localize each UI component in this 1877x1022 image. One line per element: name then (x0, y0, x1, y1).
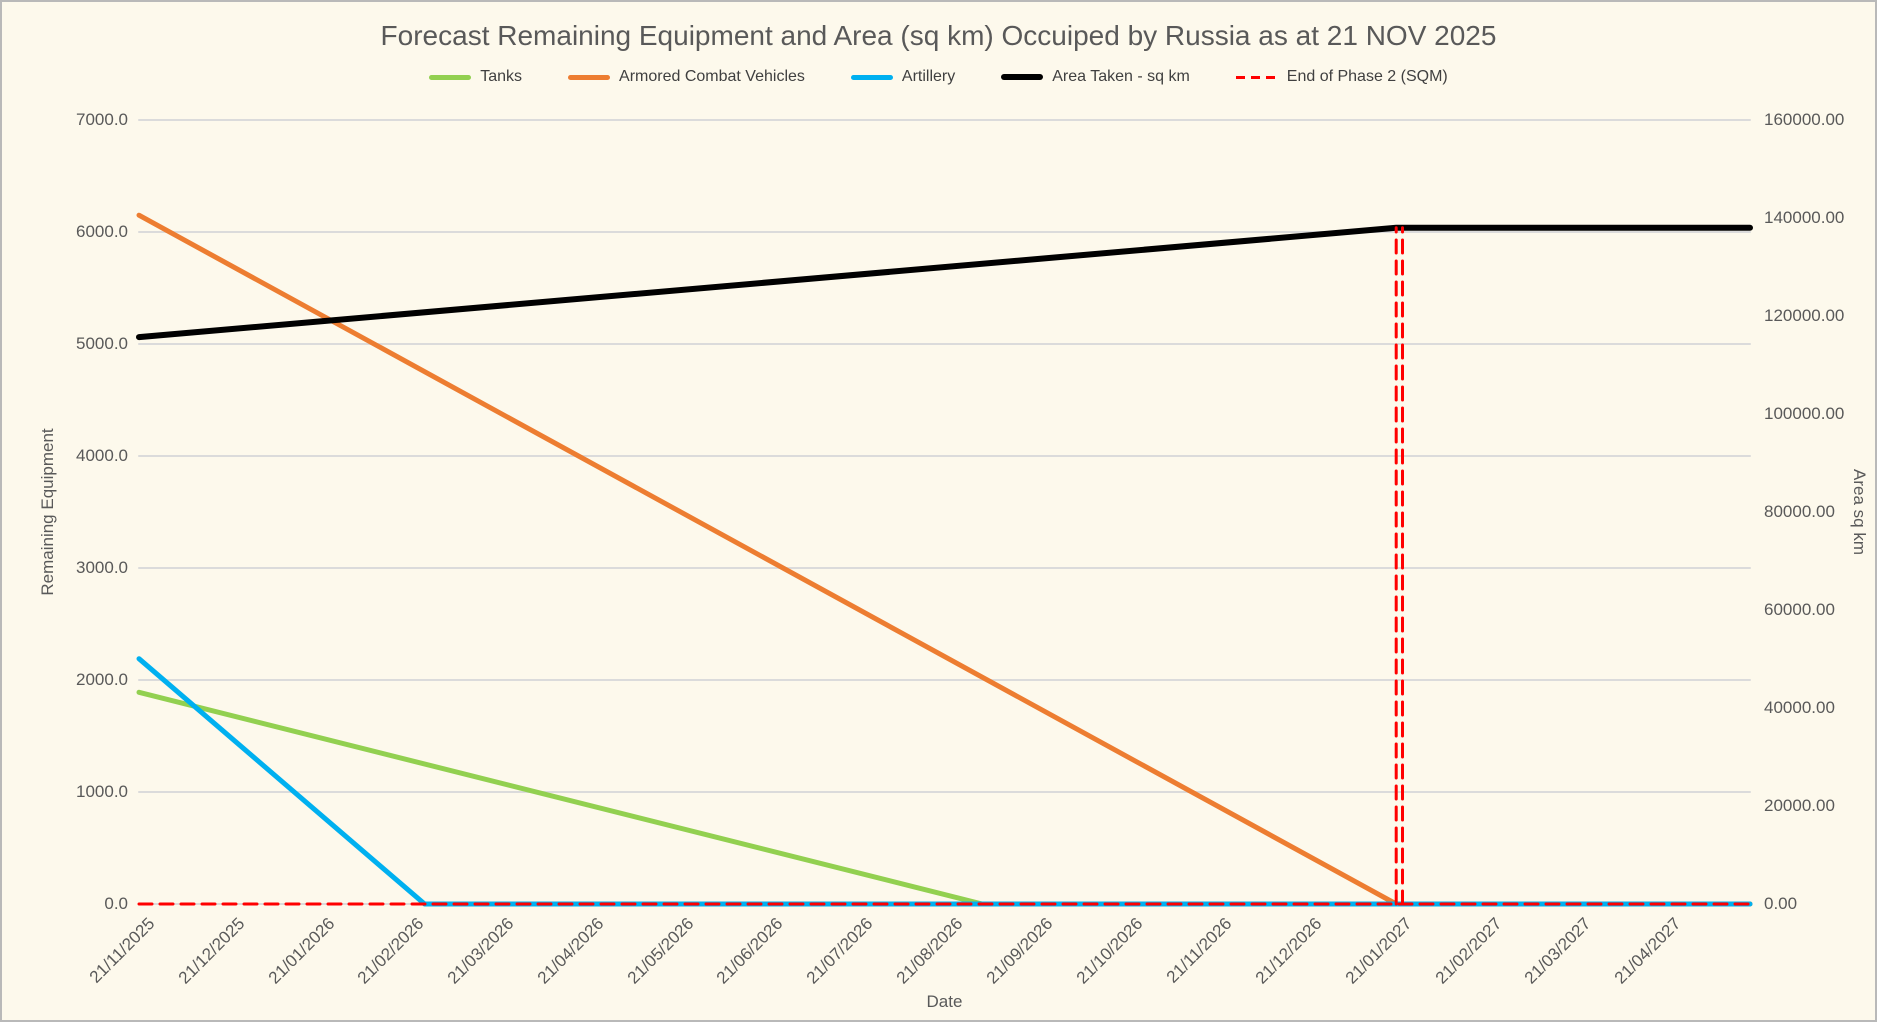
y-left-tick: 5000.0 (76, 334, 128, 353)
acv-line-swatch-icon (568, 74, 611, 80)
tanks-line-swatch-icon (429, 74, 472, 80)
legend-label-tanks: Tanks (480, 68, 523, 85)
legend: Tanks Armored Combat Vehicles Artillery … (2, 68, 1875, 86)
y-left-tick: 3000.0 (76, 558, 128, 577)
legend-item-end-of-phase-2[interactable]: End of Phase 2 (SQM) (1235, 68, 1448, 86)
artillery-line-swatch-icon (850, 74, 893, 80)
end-of-phase-2-dashed-swatch-icon (1235, 75, 1278, 79)
y-right-tick: 40000.00 (1764, 698, 1835, 717)
y-left-tick: 0.0 (104, 894, 128, 913)
legend-item-tanks[interactable]: Tanks (429, 68, 522, 86)
y-left-tick: 1000.0 (76, 782, 128, 801)
area-taken-line-swatch-icon (1001, 74, 1044, 80)
y-right-axis-title: Area sq km (1850, 469, 1869, 555)
y-right-tick: 120000.00 (1764, 306, 1845, 325)
y-right-tick: 0.00 (1764, 894, 1798, 913)
legend-label-end-of-phase-2: End of Phase 2 (SQM) (1286, 68, 1448, 85)
y-left-tick: 6000.0 (76, 222, 128, 241)
y-right-tick: 160000.00 (1764, 110, 1845, 129)
y-left-tick: 7000.0 (76, 110, 128, 129)
legend-label-area-taken: Area Taken - sq km (1052, 68, 1190, 85)
y-right-tick: 140000.00 (1764, 208, 1845, 227)
y-right-tick: 60000.00 (1764, 600, 1835, 619)
y-left-tick: 2000.0 (76, 670, 128, 689)
legend-label-artillery: Artillery (901, 68, 956, 85)
y-right-tick: 100000.00 (1764, 404, 1845, 423)
legend-label-armored-combat-vehicles: Armored Combat Vehicles (619, 68, 805, 85)
chart-title: Forecast Remaining Equipment and Area (s… (380, 20, 1497, 51)
y-right-tick: 80000.00 (1764, 502, 1835, 521)
y-right-tick: 20000.00 (1764, 796, 1835, 815)
legend-item-artillery[interactable]: Artillery (850, 68, 956, 86)
y-left-axis-title: Remaining Equipment (38, 428, 57, 596)
legend-item-area-taken[interactable]: Area Taken - sq km (1001, 68, 1190, 86)
legend-item-armored-combat-vehicles[interactable]: Armored Combat Vehicles (568, 68, 805, 86)
y-left-tick: 4000.0 (76, 446, 128, 465)
x-axis-title: Date (926, 992, 963, 1011)
